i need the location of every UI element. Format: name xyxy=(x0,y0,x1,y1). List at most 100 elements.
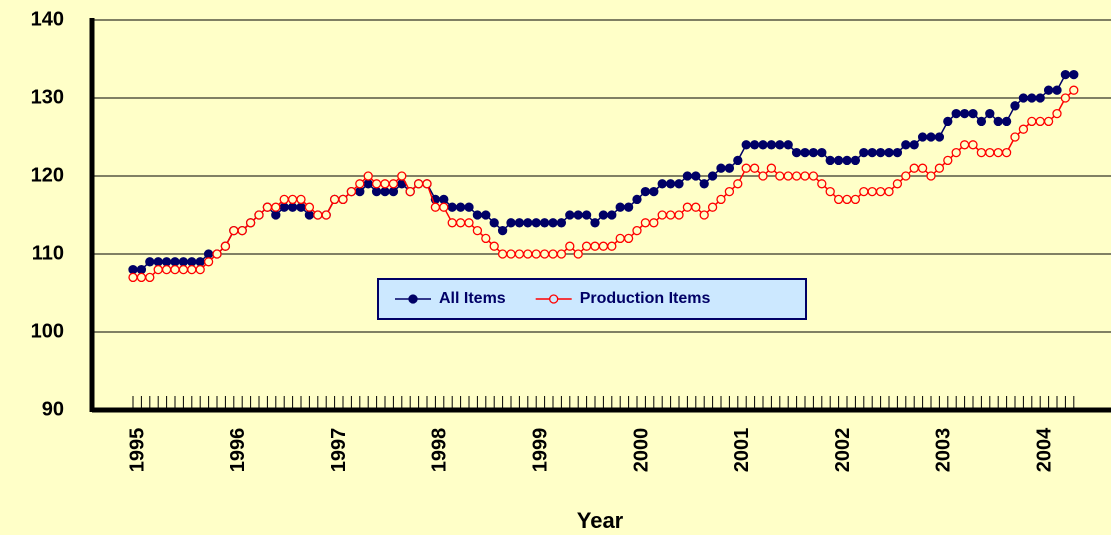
data-point xyxy=(733,179,743,189)
legend-marker xyxy=(549,294,559,304)
data-point xyxy=(170,257,180,267)
data-point xyxy=(145,272,155,283)
data-point xyxy=(161,264,172,275)
data-point xyxy=(875,147,886,158)
data-point xyxy=(825,155,835,166)
data-point xyxy=(447,202,457,212)
data-point xyxy=(741,163,751,173)
data-point xyxy=(808,171,819,181)
data-point xyxy=(304,202,315,212)
data-point xyxy=(800,171,810,181)
data-point xyxy=(539,218,550,228)
data-point xyxy=(674,210,684,220)
data-point xyxy=(128,272,138,283)
data-point xyxy=(800,147,810,158)
data-point xyxy=(455,218,466,228)
data-point xyxy=(859,147,869,158)
data-point xyxy=(943,116,953,127)
data-point xyxy=(1052,108,1062,119)
data-point xyxy=(178,264,189,275)
data-point xyxy=(707,171,718,181)
data-point xyxy=(766,163,777,173)
data-point xyxy=(187,257,197,267)
data-point xyxy=(363,179,373,189)
data-point xyxy=(170,264,180,275)
data-point xyxy=(665,179,676,189)
data-point xyxy=(943,155,953,166)
x-tick-label: 2003 xyxy=(933,428,955,473)
data-point xyxy=(128,264,138,275)
data-point xyxy=(850,155,861,166)
data-point xyxy=(724,186,735,197)
y-tick-label: 130 xyxy=(31,86,64,108)
data-point xyxy=(783,171,793,181)
data-point xyxy=(573,249,583,259)
data-point xyxy=(556,249,567,259)
data-point xyxy=(338,194,348,205)
data-point xyxy=(481,233,491,244)
data-point xyxy=(859,186,869,197)
data-point xyxy=(279,194,289,205)
data-point xyxy=(514,249,525,259)
data-point xyxy=(682,171,693,181)
x-tick-label: 1998 xyxy=(429,428,451,473)
data-point xyxy=(195,257,205,267)
data-point xyxy=(573,210,583,220)
data-point xyxy=(447,218,457,228)
data-point xyxy=(581,241,592,251)
data-point xyxy=(346,186,357,197)
data-point xyxy=(1043,85,1054,95)
data-point xyxy=(422,179,432,189)
data-point xyxy=(707,202,718,212)
data-point xyxy=(380,186,390,197)
data-point xyxy=(926,132,936,142)
data-point xyxy=(909,140,919,150)
y-tick-label: 110 xyxy=(32,242,64,264)
data-point xyxy=(623,202,634,212)
data-point xyxy=(892,179,903,189)
data-point xyxy=(313,210,323,220)
data-point xyxy=(203,249,214,259)
data-point xyxy=(1027,93,1037,103)
data-point xyxy=(632,194,642,205)
data-point xyxy=(901,140,911,150)
data-point xyxy=(548,249,558,259)
data-point xyxy=(1001,147,1012,158)
data-point xyxy=(901,171,911,181)
data-point xyxy=(850,194,861,205)
data-point xyxy=(489,241,499,251)
data-point xyxy=(1010,101,1020,111)
legend: All Items Production Items xyxy=(377,278,807,320)
data-point xyxy=(758,171,768,181)
data-point xyxy=(590,241,600,251)
data-point xyxy=(321,210,331,220)
y-tick-label: 100 xyxy=(31,320,64,342)
data-point xyxy=(237,225,247,236)
data-point xyxy=(481,210,491,220)
data-point xyxy=(775,171,785,181)
data-point xyxy=(161,257,172,267)
data-point xyxy=(1018,93,1029,103)
data-point xyxy=(565,210,575,220)
legend-box xyxy=(377,278,807,320)
data-point xyxy=(867,147,877,158)
data-point xyxy=(993,116,1003,127)
data-point xyxy=(514,218,525,228)
data-point xyxy=(413,179,424,189)
data-point xyxy=(934,163,945,173)
data-point xyxy=(178,257,189,267)
data-point xyxy=(682,202,693,212)
x-tick-label: 2002 xyxy=(832,428,854,473)
data-point xyxy=(355,179,365,189)
data-point xyxy=(884,186,894,197)
x-tick-label: 1999 xyxy=(529,428,551,473)
x-tick-label: 2000 xyxy=(630,428,652,473)
data-point xyxy=(623,233,634,244)
data-point xyxy=(607,241,617,251)
data-point xyxy=(632,225,642,236)
data-point xyxy=(405,186,415,197)
data-point xyxy=(976,147,987,158)
data-point xyxy=(716,194,726,205)
data-point xyxy=(640,186,651,197)
data-point xyxy=(355,186,365,197)
